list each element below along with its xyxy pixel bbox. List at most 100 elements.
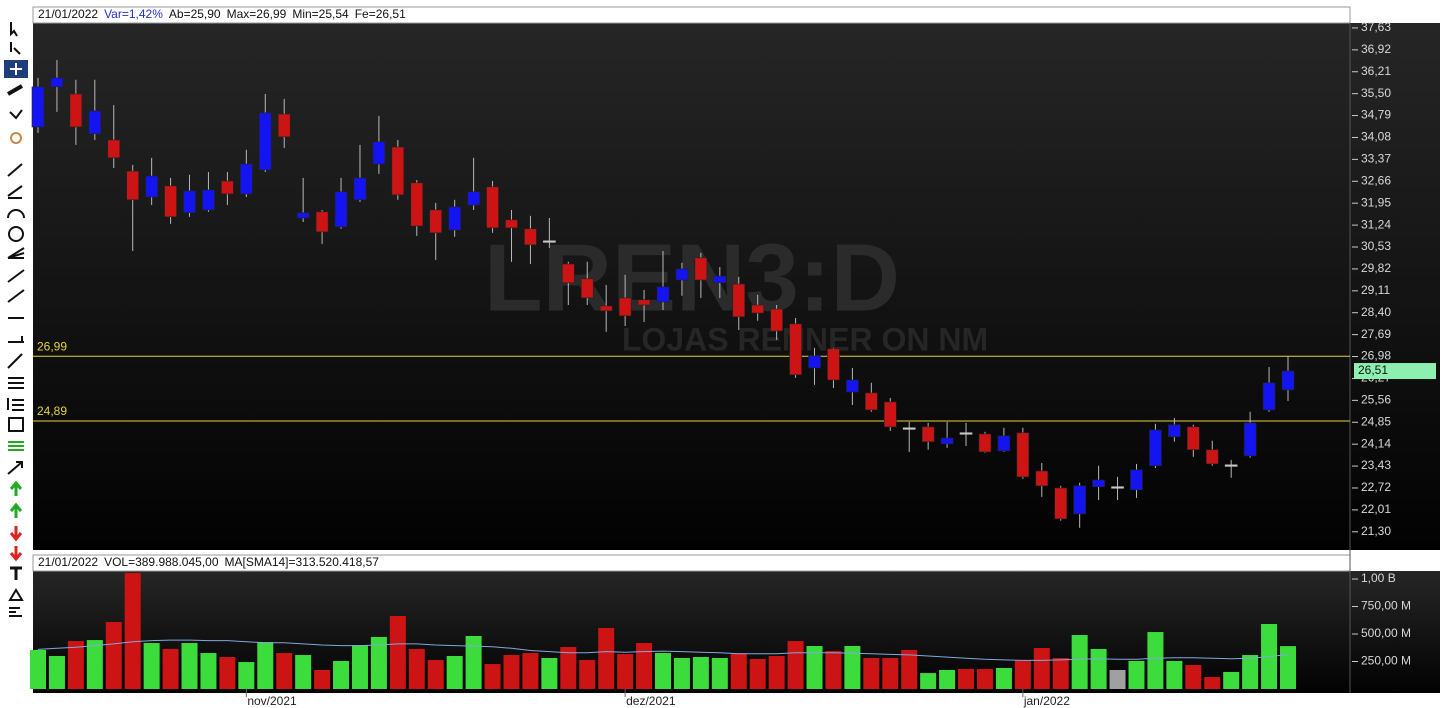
volume-bar [617,654,634,689]
candle-body [126,170,139,201]
candle-body [467,191,480,206]
header-item: Max=26,99 [227,7,287,21]
volume-bar [333,660,350,689]
volume-bar [162,648,179,689]
volume-bar [484,664,501,689]
candle-body [959,432,973,435]
tool-sell[interactable] [9,526,23,542]
header-item: 21/01/2022 [38,7,98,21]
volume-bar [598,627,615,689]
candle-body [599,305,613,312]
candle-body [1092,479,1105,488]
tool-sell-2[interactable] [9,546,23,562]
tool-fibo[interactable] [8,377,24,389]
header-item: Fe=26,51 [355,7,406,21]
volume-bar [1280,646,1296,689]
candle-body [865,392,878,411]
header-item: Min=25,54 [292,7,349,21]
candle-body [107,139,121,159]
volume-bar [427,659,444,689]
tool-arc[interactable] [7,209,25,219]
volume-bar [825,651,842,689]
volume-bar [143,643,160,689]
candle-body [50,77,64,88]
volume-bar [370,636,387,689]
candle-body [145,175,158,198]
volume-bar [579,659,596,689]
header-item: Var=1,42% [104,7,163,21]
tool-pencil[interactable] [7,163,23,177]
candle-body [637,299,651,306]
volume-bar [124,572,141,689]
y-tick-label: 25,56 [1361,393,1391,407]
candle-body [1281,370,1295,391]
candle-body [315,211,329,233]
volume-bar [1204,677,1221,689]
tool-line[interactable] [7,269,25,283]
tool-line-2[interactable] [7,289,25,303]
x-tick-label: nov/2021 [247,694,297,708]
tool-fan[interactable] [7,247,25,259]
volume-bar [711,657,728,689]
tool-circle[interactable] [8,226,24,242]
candle-body [789,323,802,376]
candle-body [770,308,783,332]
candle-body [524,228,537,246]
y-tick-label: 35,50 [1361,86,1391,100]
candle-body [277,113,291,138]
volume-bar [863,657,880,689]
candle-body [1130,469,1143,491]
y-tick-label: 34,08 [1361,130,1391,144]
volume-bar [465,635,482,689]
tool-pointer[interactable] [10,22,18,37]
tool-fibo-2[interactable] [7,398,24,411]
tool-hline-2[interactable] [8,336,24,343]
tool-channel[interactable] [7,353,23,369]
candle-body [31,86,45,128]
candle-body [694,257,708,281]
candle-body [1168,424,1181,438]
tool-bars[interactable] [9,607,22,617]
candle-body [202,189,215,211]
volume-bar [408,648,425,689]
candle-body [1111,486,1124,489]
candle-body [978,433,992,453]
watermark-ticker: LREN3:D [484,224,900,331]
volume-bar [1185,665,1202,689]
candle-body [296,212,310,219]
volume-bar [238,662,255,689]
tool-color[interactable] [10,132,22,144]
y-tick-label: 26,98 [1361,349,1391,363]
tool-ruler[interactable] [7,84,23,96]
y-tick-label: 31,24 [1361,217,1391,231]
tool-rect[interactable] [8,417,24,432]
volume-bar [276,653,293,689]
candle-body [448,206,461,231]
tool-buy[interactable] [9,480,23,496]
tool-pen[interactable] [7,185,23,199]
tool-arrow[interactable] [7,461,23,475]
candle-body [88,110,102,135]
volume-bar [939,669,956,689]
last-price-tag [1354,363,1436,380]
candle-body [618,297,632,317]
tool-bands[interactable] [8,441,24,451]
volume-bar [503,655,520,689]
volume-bar [882,657,899,689]
tool-pointer-2[interactable] [10,42,21,55]
tool-hand[interactable] [9,109,23,120]
candle-body [429,209,443,234]
volume-bar [692,656,709,689]
volume-bar [1014,659,1031,689]
tool-text[interactable] [10,566,22,580]
volume-bar [200,653,217,689]
y-tick-label: 32,66 [1361,173,1391,187]
y-tick-label: 34,79 [1361,108,1391,122]
tool-crosshair[interactable] [10,63,22,75]
tool-buy-2[interactable] [9,502,23,518]
y-tick-label: 29,11 [1361,283,1390,297]
candle-body [391,146,405,196]
tool-triangle[interactable] [8,588,24,601]
candle-body [921,426,935,442]
